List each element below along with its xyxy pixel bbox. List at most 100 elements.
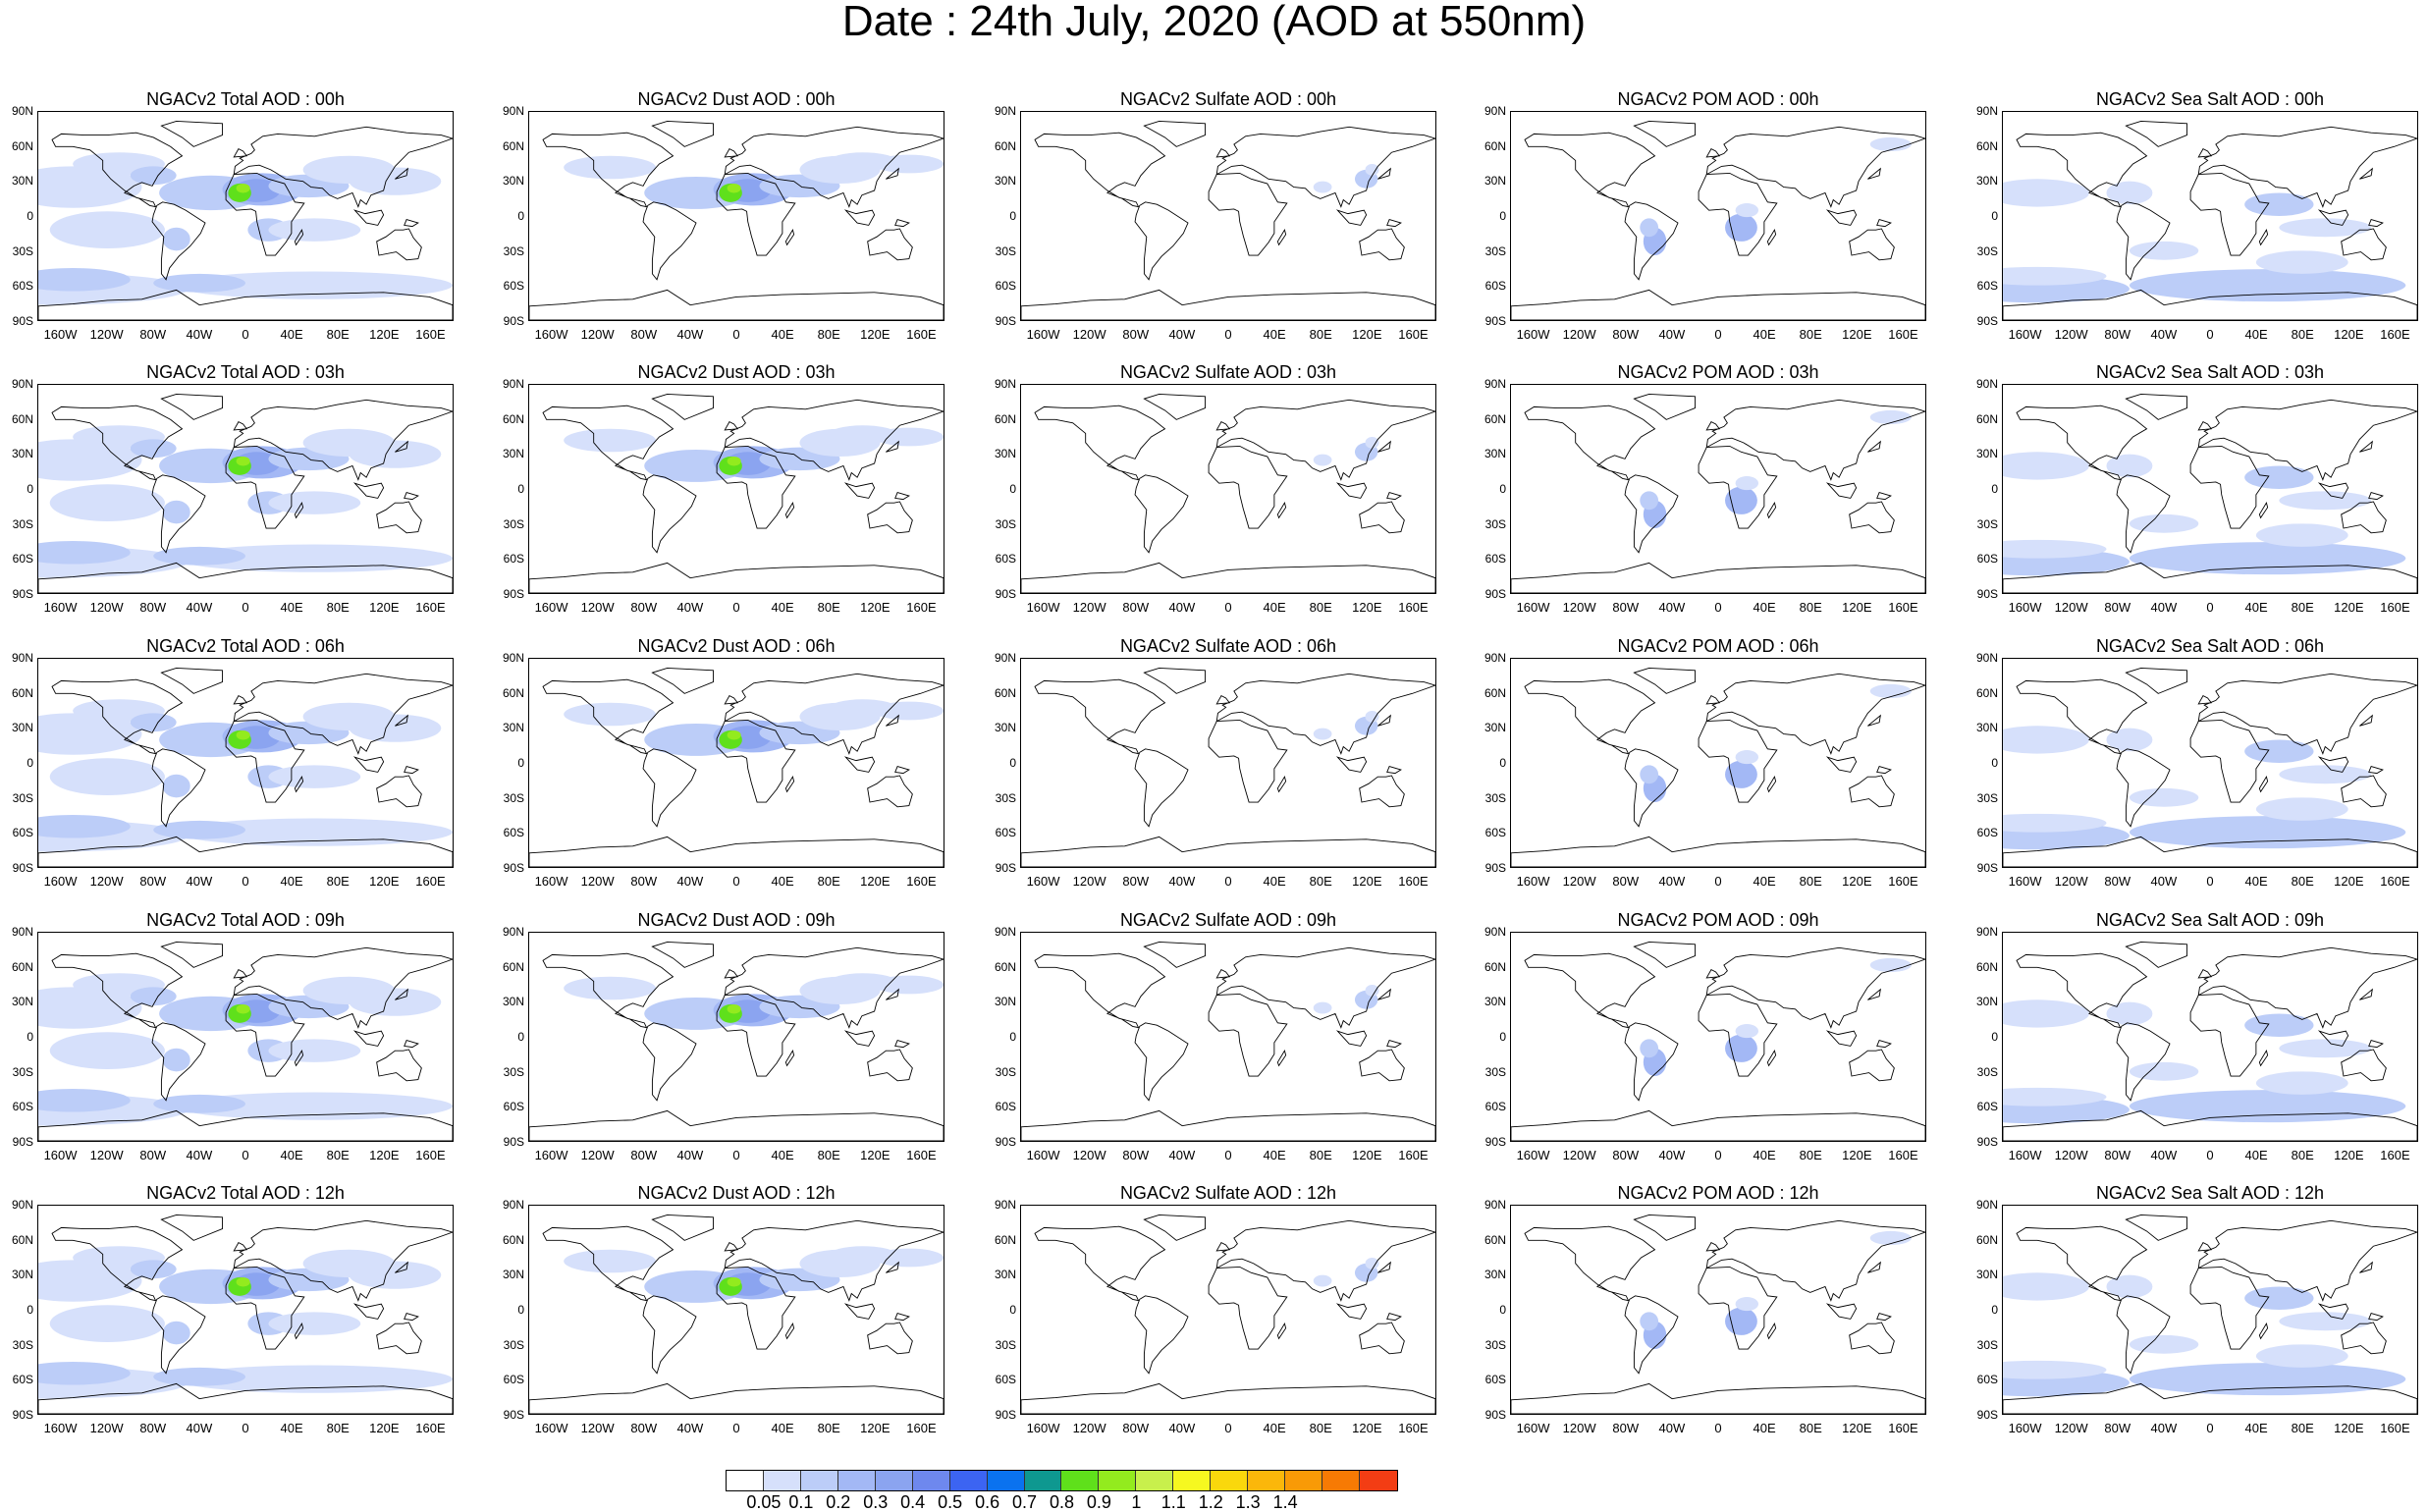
lon-tick-label: 120E	[860, 1421, 890, 1435]
aod-shading	[349, 1261, 442, 1289]
aod-shading	[1735, 1297, 1759, 1312]
map-panel: NGACv2 POM AOD : 12h 90N 60N 30N 0 30S 60S 90S 1…	[1473, 1182, 1964, 1455]
world-map	[1020, 111, 1436, 321]
lon-tick-label: 0	[1224, 874, 1232, 889]
lon-tick-label: 120E	[1352, 1148, 1382, 1162]
coastline	[1386, 1040, 1402, 1049]
coastline	[352, 209, 385, 226]
aod-shading	[564, 428, 656, 453]
lon-tick-label: 120W	[580, 327, 615, 342]
lon-tick-label: 0	[1224, 327, 1232, 342]
lon-tick-label: 80W	[2104, 874, 2131, 889]
lon-tick-label: 160E	[906, 600, 937, 615]
coastline	[2197, 969, 2213, 979]
coastline	[1849, 1322, 1895, 1355]
lon-tick-label: 160E	[906, 874, 937, 889]
coastline	[2116, 201, 2171, 281]
aod-shading	[1365, 164, 1379, 176]
aod-shading	[2106, 1001, 2153, 1026]
lon-tick-label: 160E	[1398, 1148, 1429, 1162]
coastline	[38, 562, 453, 593]
coastline	[724, 399, 944, 481]
coastline	[1766, 229, 1777, 246]
aod-shading	[2003, 179, 2089, 207]
coastline	[724, 695, 739, 705]
lat-tick-label: 60S	[995, 552, 1016, 567]
lat-tick-label: 90N	[502, 925, 524, 939]
aod-shading	[2279, 1312, 2372, 1331]
lon-tick-label: 40E	[280, 327, 303, 342]
lat-tick-label: 30N	[1975, 721, 1998, 735]
lon-tick-label: 40W	[2150, 327, 2178, 342]
aod-shading	[268, 1312, 361, 1335]
aod-shading	[38, 541, 131, 565]
lat-tick-label: 30S	[12, 243, 33, 258]
lat-tick-label: 30N	[502, 1268, 524, 1282]
coastline	[1624, 201, 1679, 281]
aod-shading	[2003, 726, 2089, 754]
lon-tick-label: 120E	[860, 600, 890, 615]
lon-tick-label: 160E	[415, 1148, 446, 1162]
lon-tick-label: 80E	[1309, 874, 1332, 889]
coastline	[1143, 120, 1206, 147]
lat-tick-label: 90S	[12, 1135, 33, 1149]
lon-tick-label: 120E	[1352, 327, 1382, 342]
coastline	[784, 229, 795, 246]
lat-tick-label: 60N	[11, 1232, 33, 1247]
lon-tick-label: 80E	[2291, 327, 2314, 342]
lat-tick-label: 30S	[1484, 516, 1506, 531]
coastline	[1511, 1382, 1925, 1414]
aod-shading	[38, 987, 142, 1029]
lon-tick-label: 120E	[1842, 874, 1872, 889]
coastline	[2317, 756, 2349, 773]
lon-tick-label: 120E	[369, 600, 400, 615]
coastline	[294, 776, 304, 793]
coastline	[2359, 1261, 2373, 1273]
coastline	[724, 421, 739, 431]
coastline	[1208, 1266, 1288, 1350]
lat-tick-label: 60S	[1976, 826, 1998, 840]
coastline	[2189, 445, 2270, 529]
lat-tick-label: 90N	[1484, 1198, 1506, 1212]
coastline	[233, 673, 453, 755]
lon-tick-label: 160W	[2008, 1421, 2042, 1435]
lon-tick-label: 40E	[280, 1148, 303, 1162]
coastline	[716, 1266, 796, 1350]
colorbar	[726, 1470, 1398, 1491]
coastline	[395, 167, 408, 180]
lat-tick-label: 60S	[995, 1373, 1016, 1387]
aod-shading	[153, 1094, 245, 1113]
lon-tick-label: 160W	[43, 874, 78, 889]
panel-title: NGACv2 Sea Salt AOD : 12h	[2095, 1183, 2325, 1203]
coastline	[642, 1295, 697, 1375]
coastline	[1524, 952, 1656, 1029]
lat-tick-label: 30S	[995, 1337, 1016, 1352]
lon-tick-label: 80E	[2291, 1148, 2314, 1162]
lon-tick-label: 0	[1224, 600, 1232, 615]
lon-tick-label: 160E	[2380, 1421, 2410, 1435]
lat-tick-label: 90N	[994, 1198, 1016, 1212]
map-panel: NGACv2 Sea Salt AOD : 12h 90N 60N 30N 0 30S 60…	[1965, 1182, 2428, 1455]
map-panel: NGACv2 Sea Salt AOD : 06h 90N 60N 30N 0 30S 60…	[1965, 635, 2428, 908]
coastline	[1215, 1219, 1435, 1302]
world-map	[1510, 384, 1926, 594]
coastline	[2341, 228, 2387, 261]
lat-tick-label: 60S	[1484, 552, 1506, 567]
lat-tick-label: 30N	[1975, 174, 1998, 189]
lat-tick-label: 60S	[1484, 1100, 1506, 1114]
lat-tick-label: 30N	[11, 721, 33, 735]
lon-tick-label: 40E	[771, 1148, 794, 1162]
coastline	[2116, 748, 2171, 828]
lon-tick-label: 80E	[817, 874, 840, 889]
coastline	[542, 1225, 674, 1302]
lon-tick-label: 120E	[2334, 1421, 2364, 1435]
map-panel: NGACv2 Total AOD : 06h 90N 60N 30N 0 30S 60S 90…	[0, 635, 491, 908]
coastline	[843, 209, 876, 226]
map-panel: NGACv2 Sulfate AOD : 00h 90N 60N 30N 0 30S 60S…	[983, 88, 1474, 361]
coastline	[2317, 482, 2349, 499]
coastline	[1134, 201, 1189, 281]
lon-tick-label: 0	[242, 874, 249, 889]
coastline	[1705, 421, 1721, 431]
lon-tick-label: 120W	[89, 327, 124, 342]
lat-tick-label: 60N	[1975, 138, 1998, 153]
